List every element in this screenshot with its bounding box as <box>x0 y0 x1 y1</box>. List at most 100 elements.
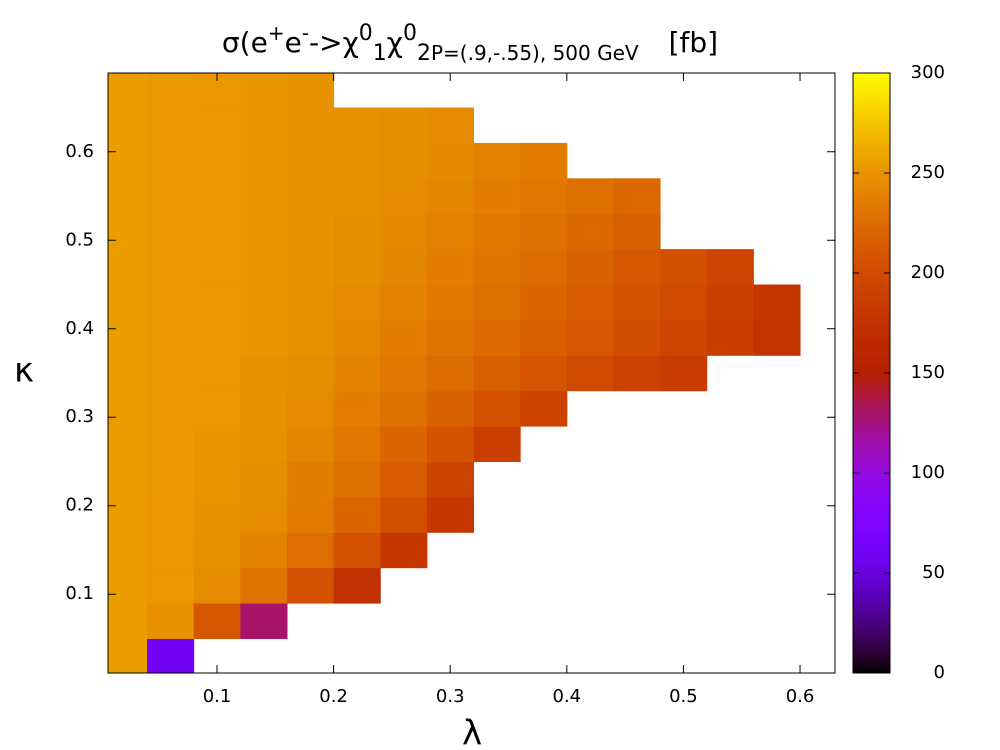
heatmap-cell <box>240 73 288 109</box>
heatmap-cell <box>240 319 288 356</box>
heatmap-cell <box>108 213 148 250</box>
y-tick-label: 0.1 <box>65 583 94 604</box>
heatmap-cell <box>240 603 288 639</box>
heatmap-cell <box>566 284 614 321</box>
heatmap-cell <box>613 355 661 392</box>
heatmap-cell <box>147 178 195 215</box>
heatmap-cell <box>380 178 428 215</box>
heatmap-cell <box>660 249 708 286</box>
heatmap-cell <box>193 390 241 427</box>
x-tick-label: 0.4 <box>553 686 582 707</box>
heatmap-cell <box>520 284 568 321</box>
heatmap-cell <box>706 249 754 286</box>
heatmap-cell <box>147 213 195 250</box>
heatmap-cell <box>147 567 195 604</box>
heatmap-cell <box>147 107 195 144</box>
heatmap-cell <box>520 213 568 250</box>
heatmap-cell <box>147 461 195 498</box>
heatmap-cell <box>426 249 475 286</box>
heatmap-cell <box>240 213 288 250</box>
heatmap-cell <box>147 532 195 569</box>
heatmap-cell <box>380 284 428 321</box>
heatmap-cell <box>473 178 521 215</box>
heatmap-cell <box>240 496 288 533</box>
heatmap-cell <box>566 355 614 392</box>
heatmap-cell <box>193 426 241 462</box>
heatmap-cell <box>380 107 428 144</box>
heatmap-cell <box>473 142 521 179</box>
heatmap-cell <box>286 142 335 179</box>
colorbar-tick-label: 0 <box>934 662 945 683</box>
y-tick-label: 0.2 <box>65 495 94 516</box>
heatmap-cell <box>240 142 288 179</box>
heatmap-cell <box>473 355 521 392</box>
heatmap-cell <box>566 249 614 286</box>
plot-area <box>108 73 801 674</box>
heatmap-cell <box>333 355 381 392</box>
heatmap-cell <box>240 178 288 215</box>
heatmap-cell <box>240 249 288 286</box>
heatmap-cell <box>566 213 614 250</box>
heatmap-cell <box>426 319 475 356</box>
heatmap-cell <box>286 567 335 604</box>
heatmap-cell <box>613 319 661 356</box>
heatmap-cell <box>108 284 148 321</box>
colorbar-tick-label: 50 <box>922 562 945 583</box>
heatmap-cell <box>147 496 195 533</box>
heatmap-cell <box>108 355 148 392</box>
heatmap-cell <box>426 107 475 144</box>
heatmap-cell <box>333 249 381 286</box>
heatmap-cell <box>473 213 521 250</box>
colorbar-tick-label: 150 <box>911 362 945 383</box>
heatmap-cell <box>520 249 568 286</box>
heatmap-cell <box>566 319 614 356</box>
heatmap-cell <box>333 567 381 604</box>
colorbar <box>852 72 891 674</box>
heatmap-cell <box>108 249 148 286</box>
heatmap-cell <box>240 390 288 427</box>
colorbar-tick-label: 250 <box>911 162 945 183</box>
heatmap-cell <box>147 319 195 356</box>
heatmap-cell <box>426 355 475 392</box>
heatmap-cell <box>333 213 381 250</box>
heatmap-cell <box>520 178 568 215</box>
heatmap-cell <box>333 461 381 498</box>
heatmap-cell <box>333 107 381 144</box>
heatmap-cell <box>426 426 475 462</box>
heatmap-cell <box>426 496 475 533</box>
heatmap-cell <box>426 213 475 250</box>
heatmap-cell <box>286 73 335 109</box>
heatmap-cell <box>286 426 335 462</box>
heatmap-cell <box>193 178 241 215</box>
heatmap-cell <box>706 319 754 356</box>
x-tick-label: 0.3 <box>436 686 465 707</box>
heatmap-cell <box>147 249 195 286</box>
heatmap-cell <box>193 213 241 250</box>
heatmap-cell <box>426 142 475 179</box>
heatmap-cell <box>108 319 148 356</box>
heatmap-cell <box>380 532 428 569</box>
heatmap-cell <box>147 638 195 674</box>
heatmap-cell <box>108 107 148 144</box>
heatmap-cell <box>333 426 381 462</box>
heatmap-cell <box>147 390 195 427</box>
heatmap-cell <box>193 142 241 179</box>
heatmap-cell <box>380 249 428 286</box>
heatmap-cell <box>286 178 335 215</box>
heatmap-cell <box>286 319 335 356</box>
colorbar-tick-label: 300 <box>911 62 945 83</box>
heatmap-cell <box>193 249 241 286</box>
chart-title: σ(e+e-->χ01χ02P=(.9,-.55), 500 GeV [fb] <box>222 21 718 67</box>
heatmap-cell <box>473 426 521 462</box>
heatmap-cell <box>240 107 288 144</box>
y-tick-label: 0.6 <box>65 141 94 162</box>
heatmap-cell <box>193 319 241 356</box>
heatmap-cell <box>147 284 195 321</box>
heatmap-cell <box>108 461 148 498</box>
plot-frame <box>107 72 836 674</box>
heatmap-cell <box>286 284 335 321</box>
heatmap-cell <box>473 319 521 356</box>
heatmap-cell <box>753 319 801 356</box>
heatmap-cell <box>193 355 241 392</box>
